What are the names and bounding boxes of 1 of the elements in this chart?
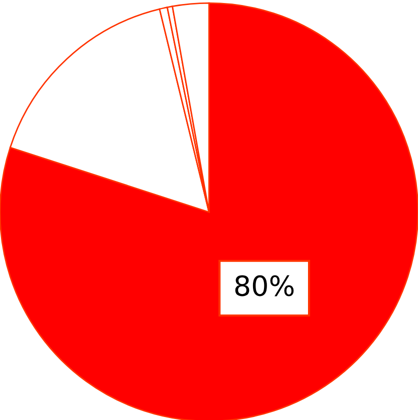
data-label: 80% <box>235 275 294 296</box>
